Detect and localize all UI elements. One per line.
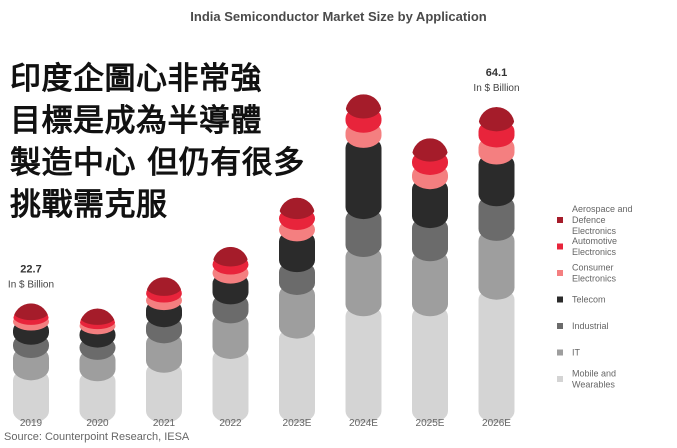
bar-segment	[13, 303, 49, 321]
unit-label: In $ Billion	[473, 83, 519, 94]
legend-item: Telecom	[557, 295, 606, 305]
x-tick-label: 2025E	[416, 418, 445, 429]
bar-segment	[279, 282, 315, 339]
legend-item: Industrial	[557, 321, 609, 331]
bar-stack	[478, 107, 515, 423]
total-value-label: 64.1	[486, 67, 507, 79]
legend-label: Telecom	[572, 295, 606, 305]
legend-swatch	[557, 243, 563, 250]
legend-label: Wearables	[572, 380, 615, 390]
overlay-line: 挑戰需克服	[10, 187, 168, 223]
bar-segment	[212, 346, 249, 423]
legend-swatch	[557, 349, 563, 356]
legend-label: Mobile and	[572, 369, 616, 379]
bar-segment	[79, 308, 116, 325]
bar-segment	[146, 277, 182, 296]
legend: Aerospace andDefenceElectronicsAutomotiv…	[557, 204, 633, 390]
legend-label: Electronics	[572, 247, 617, 257]
x-tick-label: 2026E	[482, 418, 511, 429]
bar-segment	[412, 177, 448, 229]
bar-segment	[146, 360, 182, 423]
bar-segment	[212, 246, 249, 267]
bar-segment	[79, 369, 116, 423]
bar-segment	[279, 326, 315, 423]
bar-segment	[279, 229, 315, 273]
bar-stack	[13, 303, 49, 423]
x-tick-label: 2023E	[283, 418, 312, 429]
bar-segment	[412, 138, 448, 162]
x-tick-label: 2020	[86, 418, 109, 429]
legend-swatch	[557, 323, 563, 329]
bar-segment	[212, 311, 249, 359]
bar-stack	[345, 94, 382, 423]
legend-item: IT	[557, 348, 581, 358]
bar-segment	[478, 152, 515, 207]
legend-label: Industrial	[572, 321, 609, 331]
total-value-label: 22.7	[20, 263, 41, 275]
legend-label: Automotive	[572, 236, 617, 246]
bar-stack	[412, 138, 448, 423]
overlay-caption: 印度企圖心非常強 目標是成為半導體 製造中心 但仍有很多 挑戰需克服	[10, 58, 370, 226]
bar-segment	[345, 245, 382, 317]
source-note: Source: Counterpoint Research, IESA	[4, 431, 190, 443]
bar-segment	[345, 135, 382, 220]
x-axis-ticks: 2019 2020 2021 2022 2023E 2024E 2025E 2026E	[20, 418, 511, 429]
legend-swatch	[557, 217, 563, 223]
bar-segment	[478, 194, 515, 241]
unit-label: In $ Billion	[8, 279, 54, 290]
bar-stack	[146, 277, 182, 423]
overlay-line: 印度企圖心非常強	[10, 61, 262, 97]
bar-segment	[412, 304, 448, 423]
overlay-line: 目標是成為半導體	[10, 103, 262, 139]
bar-segment	[478, 228, 515, 300]
annotations: 22.7 In $ Billion 64.1 In $ Billion	[8, 67, 520, 290]
bar-stack	[79, 308, 116, 423]
legend-swatch	[557, 376, 563, 382]
bar-stack	[279, 197, 315, 423]
chart-title: India Semiconductor Market Size by Appli…	[190, 9, 487, 24]
bar-segment	[478, 107, 515, 132]
legend-label: IT	[572, 348, 581, 358]
bar-segment	[478, 287, 515, 423]
bar-segment	[345, 94, 382, 119]
legend-swatch	[557, 270, 563, 276]
bar-stack	[212, 246, 249, 423]
bar-segment	[279, 197, 315, 220]
legend-swatch	[557, 296, 563, 303]
legend-label: Consumer	[572, 263, 614, 273]
x-tick-label: 2019	[20, 418, 43, 429]
legend-label: Electronics	[572, 226, 617, 236]
legend-label: Defence	[572, 215, 606, 225]
bars	[13, 94, 515, 423]
overlay-line: 製造中心 但仍有很多	[10, 145, 305, 181]
bar-segment	[412, 249, 448, 317]
bar-segment	[345, 304, 382, 423]
x-tick-label: 2022	[219, 418, 242, 429]
legend-label: Aerospace and	[572, 204, 633, 214]
bar-segment	[13, 368, 49, 423]
legend-label: Electronics	[572, 274, 617, 284]
bar-segment	[412, 216, 448, 262]
bar-segment	[345, 207, 382, 258]
x-tick-label: 2024E	[349, 418, 378, 429]
x-tick-label: 2021	[153, 418, 176, 429]
